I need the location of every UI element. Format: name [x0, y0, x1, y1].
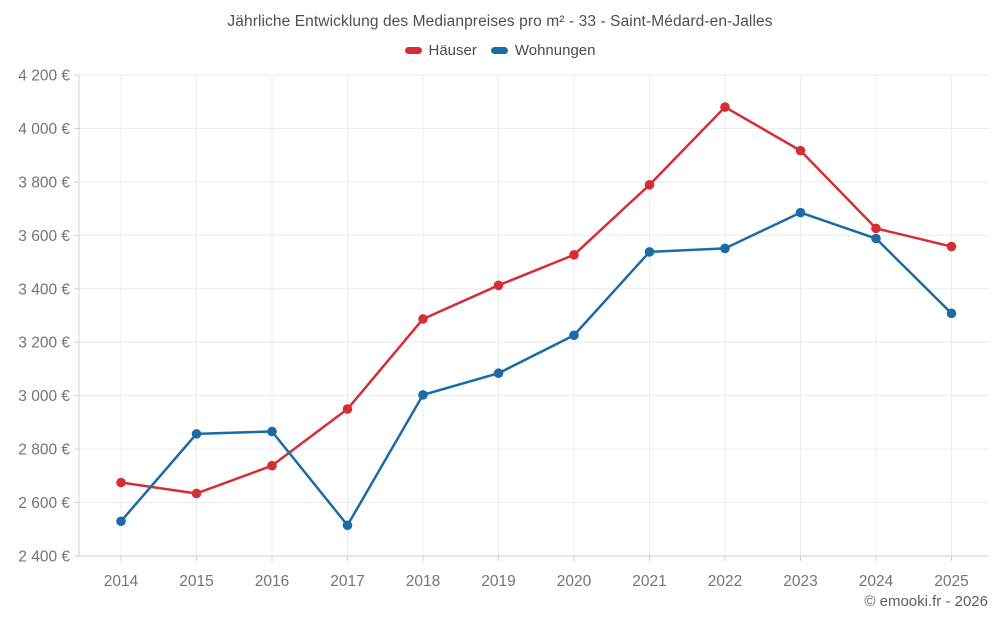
chart-title: Jährliche Entwicklung des Medianpreises … [227, 13, 773, 30]
legend-item-hauser[interactable]: Häuser [404, 42, 477, 59]
data-point-huser-2021[interactable] [644, 180, 655, 190]
series-huser [116, 102, 957, 499]
data-point-wohnungen-2024[interactable] [871, 233, 881, 244]
y-axis-label: 2 600 € [18, 495, 70, 512]
data-point-wohnungen-2016[interactable] [267, 426, 277, 437]
data-point-huser-2020[interactable] [569, 250, 579, 260]
x-axis-label: 2023 [783, 573, 817, 590]
y-gridlines-and-labels: 2 400 € 2 600 € 2 800 € 3 000 € 3 200 € 3 400… [18, 68, 989, 566]
x-axis-label: 2025 [934, 573, 968, 590]
data-point-wohnungen-2015[interactable] [191, 429, 202, 439]
data-point-wohnungen-2014[interactable] [116, 516, 126, 527]
data-point-wohnungen-2023[interactable] [795, 207, 806, 218]
y-axis-label: 3 200 € [18, 335, 70, 352]
x-axis-label: 2021 [632, 573, 666, 590]
series-line-huser [119, 105, 953, 495]
y-axis-label: 3 400 € [18, 281, 70, 298]
data-point-huser-2016[interactable] [267, 460, 277, 471]
x-axis-label: 2016 [255, 573, 289, 590]
x-axis-label: 2017 [330, 573, 364, 590]
data-point-wohnungen-2025[interactable] [946, 308, 957, 319]
data-point-huser-2024[interactable] [871, 223, 881, 234]
y-axis-label: 4 000 € [18, 121, 70, 138]
data-point-wohnungen-2020[interactable] [569, 330, 579, 341]
hauser-series-marker-icon [404, 47, 422, 54]
data-point-huser-2014[interactable] [116, 477, 126, 488]
x-axis-label: 2018 [406, 573, 440, 590]
series-line-wohnungen [119, 211, 953, 527]
x-axis-label: 2020 [557, 573, 592, 590]
data-point-huser-2025[interactable] [946, 241, 957, 252]
x-gridlines-and-labels: 2014 2015 2016 2017 2018 2019 2020 2021 2022 2023… [104, 75, 969, 590]
copyright-credit: © emooki.fr - 2026 [864, 593, 988, 610]
x-axis-label: 2019 [481, 573, 515, 590]
y-axis-label: 2 800 € [18, 442, 70, 459]
legend-label-wohnungen: Wohnungen [514, 42, 596, 59]
data-point-wohnungen-2018[interactable] [418, 390, 428, 400]
data-point-wohnungen-2017[interactable] [342, 520, 353, 531]
y-axis-label: 4 200 € [18, 68, 70, 85]
data-point-wohnungen-2021[interactable] [644, 247, 655, 257]
y-axis-label: 3 000 € [18, 388, 70, 405]
legend-label-hauser: Häuser [428, 42, 477, 59]
data-point-huser-2022[interactable] [720, 102, 730, 112]
y-axis-label: 3 600 € [18, 228, 70, 245]
chart-legend: Häuser Wohnungen [0, 42, 1000, 59]
x-axis-label: 2015 [179, 573, 213, 590]
y-axis-label: 3 800 € [18, 174, 70, 191]
y-axis-label: 2 400 € [18, 549, 70, 566]
x-axis-label: 2022 [708, 573, 742, 590]
data-point-huser-2015[interactable] [191, 488, 202, 499]
wohnungen-series-marker-icon [490, 47, 508, 54]
data-point-wohnungen-2019[interactable] [493, 368, 504, 379]
series-wohnungen [116, 207, 957, 531]
data-point-huser-2018[interactable] [418, 314, 428, 324]
data-point-huser-2019[interactable] [493, 280, 504, 291]
data-point-huser-2017[interactable] [342, 404, 353, 414]
data-point-huser-2023[interactable] [795, 145, 806, 156]
x-axis-label: 2024 [859, 573, 894, 590]
x-axis-label: 2014 [104, 573, 139, 590]
legend-item-wohnungen[interactable]: Wohnungen [490, 42, 596, 59]
data-point-wohnungen-2022[interactable] [720, 243, 730, 254]
